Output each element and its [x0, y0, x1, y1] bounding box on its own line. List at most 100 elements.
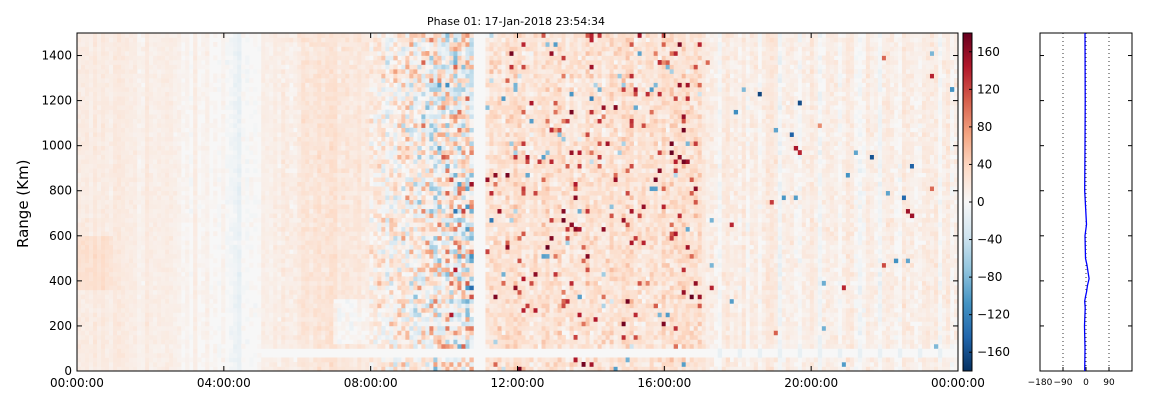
heatmap-cell — [129, 172, 134, 178]
heatmap-cell — [341, 312, 346, 318]
heatmap-cell — [317, 258, 322, 264]
heatmap-cell — [317, 172, 322, 178]
heatmap-cell — [105, 352, 110, 358]
heatmap-cell — [277, 366, 282, 372]
heatmap-cell — [85, 199, 90, 205]
heatmap-cell — [237, 298, 242, 304]
heatmap-cell — [145, 163, 150, 169]
heatmap-cell — [365, 357, 370, 363]
heatmap-cell — [377, 235, 382, 241]
heatmap-cell — [173, 186, 178, 192]
heatmap-cell — [125, 244, 130, 250]
heatmap-cell — [297, 190, 302, 196]
heatmap-cell — [141, 316, 146, 322]
heatmap-cell — [113, 361, 118, 367]
heatmap-cell — [361, 145, 366, 151]
heatmap-cell — [237, 78, 242, 83]
heatmap-cell — [281, 321, 286, 327]
heatmap-cell — [145, 298, 150, 304]
heatmap-cell — [233, 334, 238, 340]
heatmap-cell — [237, 96, 242, 101]
heatmap-cell — [285, 321, 290, 327]
heatmap-cell — [261, 118, 266, 124]
heatmap-cell — [137, 298, 142, 304]
heatmap-cell — [177, 46, 182, 52]
heatmap-cell — [181, 325, 186, 331]
heatmap-cell — [273, 285, 278, 291]
heatmap-cell — [109, 244, 114, 250]
heatmap-cell — [333, 303, 338, 309]
heatmap-cell — [161, 253, 166, 259]
heatmap-cell — [269, 51, 274, 56]
heatmap-cell — [189, 177, 194, 183]
heatmap-cell — [201, 37, 206, 43]
heatmap-cell — [101, 109, 106, 115]
heatmap-cell — [129, 213, 134, 219]
heatmap-cell — [365, 159, 370, 164]
heatmap-cell — [361, 172, 366, 178]
heatmap-cell — [129, 280, 134, 286]
heatmap-cell — [113, 226, 118, 232]
heatmap-cell — [125, 222, 130, 228]
heatmap-cell — [89, 267, 94, 273]
heatmap-cell — [117, 109, 122, 115]
heatmap-cell — [289, 100, 294, 106]
heatmap-cell — [221, 55, 226, 61]
heatmap-cell — [109, 190, 114, 196]
heatmap-cell — [133, 96, 138, 101]
heatmap-cell — [293, 307, 298, 313]
heatmap-cell — [305, 204, 310, 210]
heatmap-cell — [165, 55, 170, 61]
heatmap-cell — [381, 334, 386, 340]
heatmap-cell — [349, 312, 354, 318]
heatmap-cell — [137, 321, 142, 327]
heatmap-cell — [277, 222, 282, 228]
heatmap-cell — [185, 87, 190, 92]
heatmap-cell — [201, 42, 206, 47]
heatmap-cell — [221, 289, 226, 295]
heatmap-cell — [105, 199, 110, 205]
heatmap-cell — [373, 303, 378, 309]
heatmap-cell — [277, 145, 282, 151]
heatmap-cell — [257, 334, 262, 340]
heatmap-cell — [137, 294, 142, 300]
heatmap-cell — [369, 51, 374, 56]
heatmap-cell — [229, 226, 234, 232]
heatmap-cell — [81, 186, 86, 192]
heatmap-cell — [77, 105, 82, 110]
heatmap-cell — [253, 109, 258, 115]
heatmap-cell — [361, 285, 366, 291]
heatmap-cell — [233, 127, 238, 133]
heatmap-cell — [329, 280, 334, 286]
heatmap-cell — [169, 114, 174, 119]
heatmap-cell — [365, 172, 370, 178]
heatmap-cell — [349, 258, 354, 264]
heatmap-cell — [121, 96, 126, 101]
heatmap-cell — [157, 168, 162, 174]
heatmap-cell — [245, 159, 250, 164]
heatmap-cell — [133, 343, 138, 349]
heatmap-cell — [77, 177, 82, 183]
heatmap-cell — [229, 100, 234, 106]
heatmap-cell — [105, 249, 110, 255]
heatmap-cell — [117, 168, 122, 174]
heatmap-cell — [301, 132, 306, 137]
heatmap-cell — [269, 316, 274, 322]
heatmap-cell — [161, 168, 166, 174]
heatmap-cell — [373, 213, 378, 219]
heatmap-cell — [377, 51, 382, 56]
heatmap-cell — [117, 37, 122, 43]
heatmap-cell — [225, 46, 230, 52]
heatmap-cell — [169, 73, 174, 79]
heatmap-cell — [97, 240, 102, 246]
heatmap-cell — [305, 343, 310, 349]
heatmap-cell — [317, 253, 322, 259]
heatmap-cell — [369, 78, 374, 83]
heatmap-cell — [165, 303, 170, 309]
heatmap-cell — [273, 168, 278, 174]
heatmap-cell — [221, 96, 226, 101]
heatmap-cell — [157, 123, 162, 128]
heatmap-cell — [353, 69, 358, 74]
heatmap-cell — [89, 181, 94, 187]
heatmap-cell — [161, 145, 166, 151]
